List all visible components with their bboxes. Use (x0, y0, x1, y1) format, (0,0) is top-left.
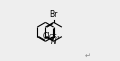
Text: ↵: ↵ (85, 53, 91, 59)
Text: Br: Br (49, 10, 58, 19)
Text: Cl: Cl (43, 32, 50, 41)
Text: CF₃: CF₃ (48, 34, 60, 40)
Text: N: N (51, 37, 57, 46)
